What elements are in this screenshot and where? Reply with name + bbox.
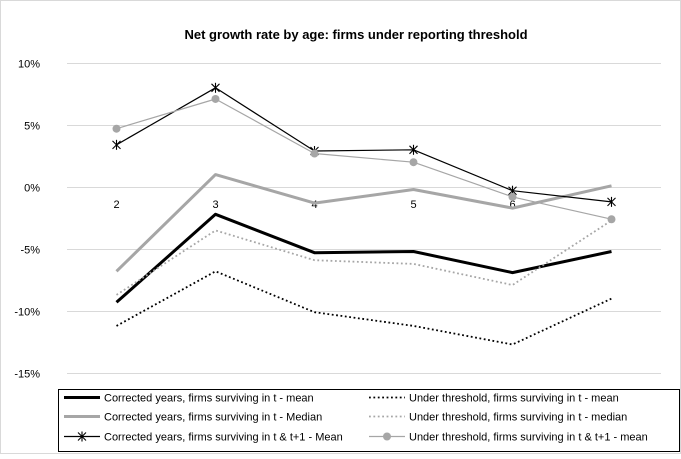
- series-6: [112, 94, 616, 224]
- series-point: [310, 149, 319, 158]
- series-point: [508, 192, 517, 201]
- legend-item: Corrected years, firms surviving in t - …: [64, 393, 314, 405]
- series-point: [112, 139, 121, 150]
- legend-label: Corrected years, firms surviving in t - …: [104, 412, 322, 424]
- legend-label: Under threshold, firms surviving in t & …: [409, 432, 648, 444]
- series-point: [409, 144, 418, 155]
- series-line: [116, 98, 612, 220]
- series-point: [607, 215, 616, 224]
- series-lines: [112, 82, 616, 346]
- legend-item: Corrected years, firms surviving in t - …: [64, 412, 322, 424]
- legend-label: Corrected years, firms surviving in t - …: [104, 393, 314, 405]
- y-tick-label: 0%: [24, 183, 40, 195]
- series-line: [115, 212, 612, 304]
- y-tick-label: 5%: [24, 121, 40, 133]
- series-line: [115, 173, 612, 273]
- legend-item: Under threshold, firms surviving in t & …: [369, 432, 648, 444]
- y-tick-label: -10%: [14, 307, 40, 319]
- y-tick-label: -15%: [14, 369, 40, 381]
- series-4: [116, 219, 612, 296]
- y-axis: 10% 5% 0% -5% -10% -15%: [14, 59, 40, 381]
- x-axis: 2 3 4 5 6: [113, 199, 515, 211]
- legend: Corrected years, firms surviving in t - …: [64, 393, 648, 444]
- legend-label: Under threshold, firms surviving in t - …: [409, 393, 619, 405]
- x-tick-label: 2: [113, 199, 119, 211]
- series-1: [115, 212, 612, 304]
- series-line: [116, 219, 612, 296]
- series-point: [211, 82, 220, 93]
- legend-label: Under threshold, firms surviving in t - …: [409, 412, 627, 424]
- x-tick-label: 6: [509, 199, 515, 211]
- series-point: [607, 196, 616, 207]
- legend-marker: [383, 432, 391, 441]
- y-tick-label: -5%: [20, 245, 40, 257]
- y-tick-label: 10%: [18, 59, 40, 71]
- series-point: [409, 158, 418, 167]
- series-3: [115, 173, 612, 273]
- legend-marker: [77, 431, 87, 442]
- series-2: [116, 270, 612, 346]
- series-line: [116, 270, 612, 346]
- legend-box: [58, 389, 680, 452]
- series-line: [116, 87, 612, 203]
- x-tick-label: 5: [410, 199, 416, 211]
- legend-label: Corrected years, firms surviving in t & …: [104, 432, 343, 444]
- grid-lines: [67, 63, 661, 374]
- chart-title: Net growth rate by age: firms under repo…: [184, 27, 527, 42]
- series-point: [211, 94, 220, 103]
- legend-item: Under threshold, firms surviving in t - …: [369, 393, 619, 405]
- x-tick-label: 3: [212, 199, 218, 211]
- series-point: [112, 124, 121, 133]
- legend-item: Corrected years, firms surviving in t & …: [64, 431, 343, 444]
- x-tick-label: 4: [311, 199, 317, 211]
- legend-item: Under threshold, firms surviving in t - …: [369, 412, 627, 424]
